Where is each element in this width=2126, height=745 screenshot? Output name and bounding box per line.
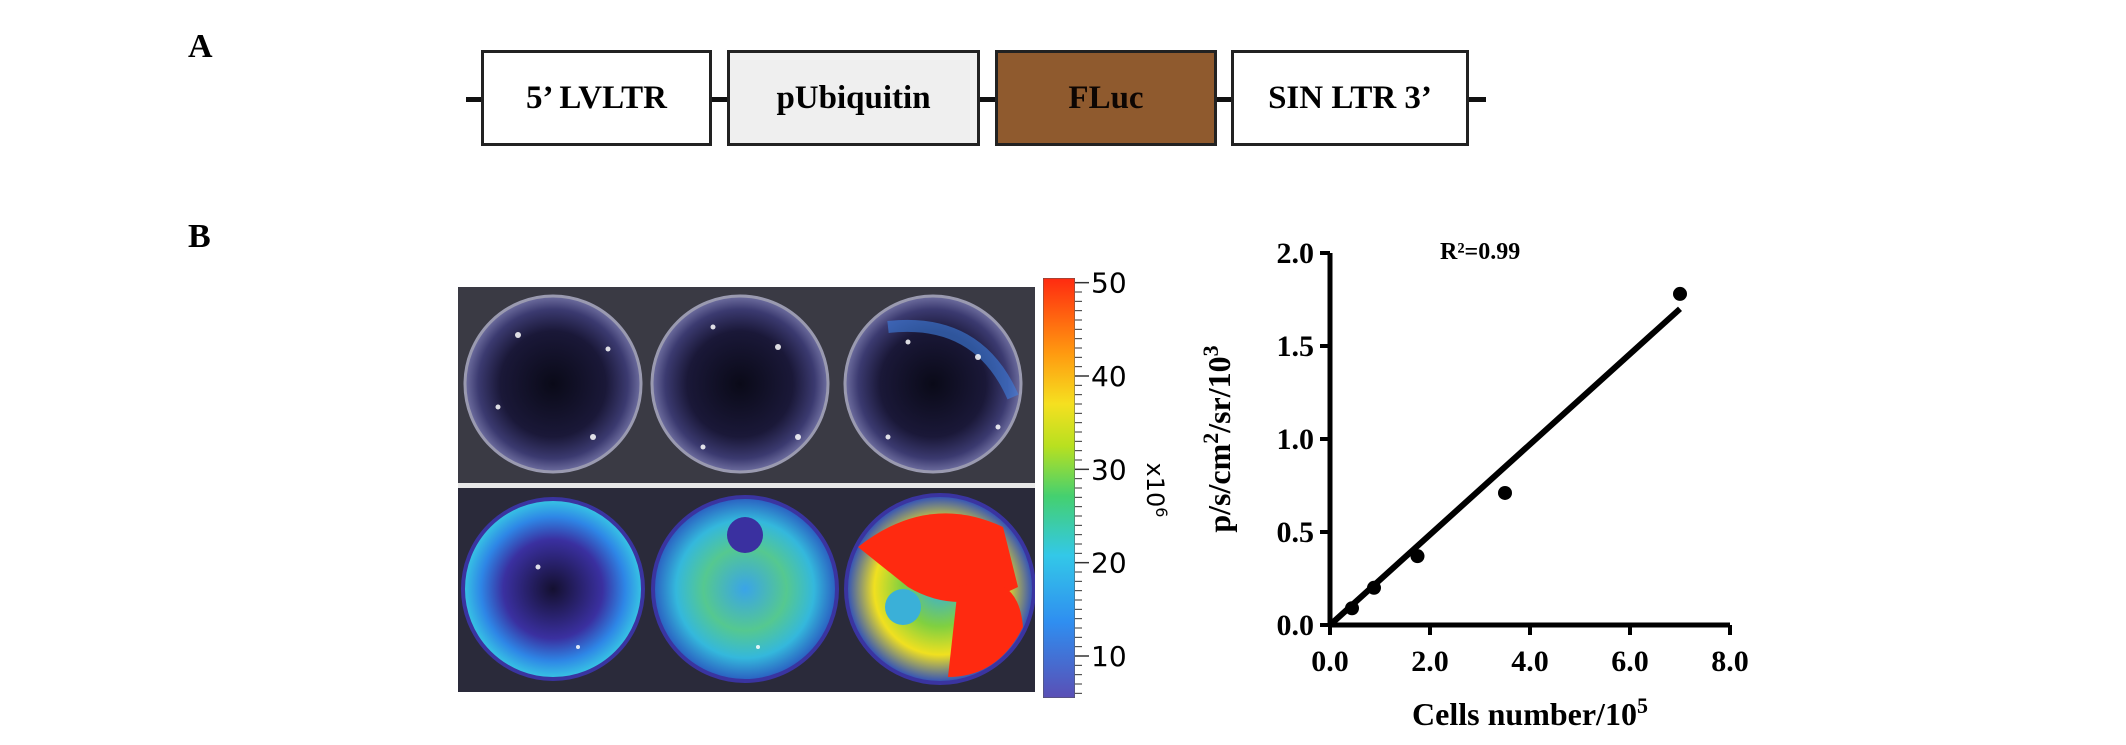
- colorbar: [1043, 278, 1075, 698]
- bioluminescence-well-image: [458, 287, 1035, 692]
- well-bottom-2: [651, 495, 839, 683]
- colorbar-ticks: 10 20 30 40 50: [1075, 270, 1127, 694]
- colorbar-tick-label: 30: [1091, 453, 1127, 486]
- x-tick-label: 6.0: [1611, 645, 1649, 678]
- construct-block-fluc: FLuc: [995, 50, 1217, 146]
- well-top-2: [650, 294, 830, 474]
- y-tick-label: 1.5: [1277, 330, 1315, 363]
- scatter-plot: 0.0 2.0 4.0 6.0 8.0 0.0 0.5 1.0 1.5 2.0 R²=0.99 Cel…: [1198, 237, 1749, 733]
- data-point: [1367, 580, 1381, 595]
- y-tick-label: 0.5: [1277, 516, 1315, 549]
- colorbar-tick-label: 50: [1091, 270, 1127, 300]
- data-point: [1410, 549, 1425, 564]
- well-top-3: [843, 294, 1023, 474]
- well-top-1: [463, 294, 643, 474]
- colorbar-tick-label: 10: [1091, 640, 1127, 673]
- y-tick-label: 1.0: [1277, 423, 1315, 456]
- y-axis-label: p/s/cm2/sr/103: [1198, 345, 1238, 532]
- colorbar-axis: 10 20 30 40 50 x106: [1075, 270, 1172, 694]
- data-point: [1345, 601, 1359, 616]
- colorbar-scale-label: x106: [1141, 463, 1172, 518]
- x-tick-label: 2.0: [1411, 645, 1449, 678]
- data-point: [1673, 286, 1687, 301]
- y-tick-label: 2.0: [1277, 237, 1315, 270]
- colorbar-tick-label: 40: [1091, 360, 1127, 393]
- data-point: [1498, 485, 1512, 500]
- x-axis-label: Cells number/105: [1412, 693, 1648, 733]
- construct-block-5-lvltr: 5’ LVLTR: [481, 50, 712, 146]
- well-bottom-1: [461, 497, 645, 681]
- construct-block-pubiquitin: pUbiquitin: [727, 50, 980, 146]
- colorbar-tick-label: 20: [1091, 547, 1127, 580]
- regression-line: [1327, 306, 1683, 628]
- y-tick-label: 0.0: [1277, 609, 1315, 642]
- panel-label-b: B: [188, 218, 211, 255]
- x-tick-label: 4.0: [1511, 645, 1549, 678]
- construct-block-sin-ltr-3: SIN LTR 3’: [1231, 50, 1469, 146]
- panel-label-a: A: [188, 28, 213, 65]
- r-squared-annotation: R²=0.99: [1440, 239, 1520, 265]
- x-tick-label: 8.0: [1711, 645, 1749, 678]
- x-tick-label: 0.0: [1311, 645, 1349, 678]
